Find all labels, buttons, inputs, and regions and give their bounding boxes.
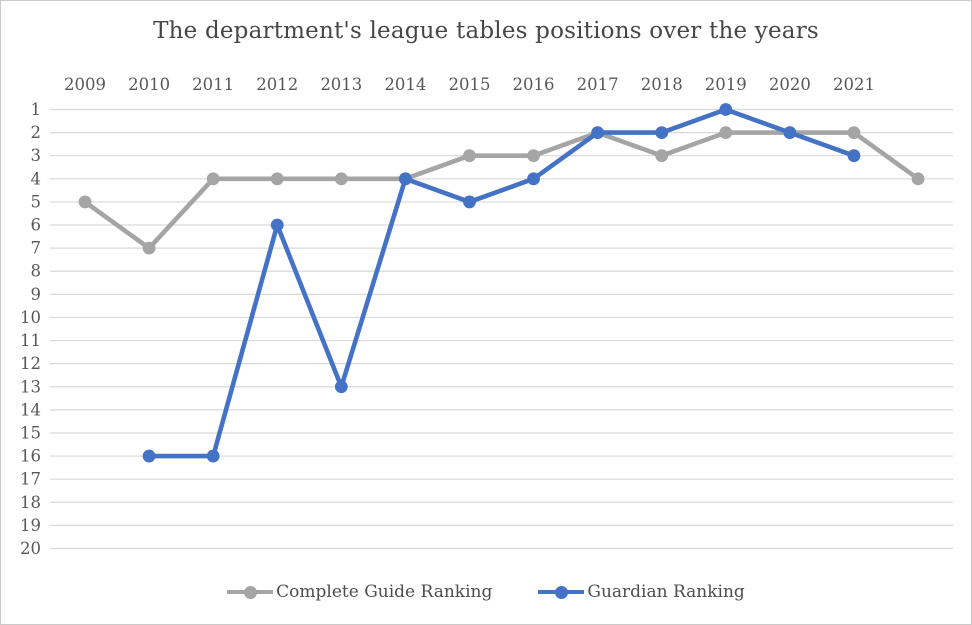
y-axis-tick-label: 3 bbox=[31, 146, 42, 165]
x-axis-tick-label: 2013 bbox=[320, 75, 362, 94]
data-point-marker-guardian-ranking bbox=[142, 449, 156, 463]
data-point-marker-complete-guide-ranking bbox=[142, 241, 156, 255]
legend-dot-swatch bbox=[243, 585, 257, 599]
data-point-marker-guardian-ranking bbox=[206, 449, 220, 463]
legend-label-guardian-ranking: Guardian Ranking bbox=[587, 582, 745, 602]
data-point-marker-guardian-ranking bbox=[399, 172, 412, 186]
y-axis-tick-label: 2 bbox=[31, 123, 42, 142]
data-point-marker-complete-guide-ranking bbox=[527, 149, 540, 163]
y-axis-tick-label: 17 bbox=[20, 470, 41, 489]
x-axis-tick-label: 2010 bbox=[128, 75, 170, 94]
x-axis-tick-label: 2019 bbox=[705, 75, 747, 94]
legend-label-complete-guide-ranking: Complete Guide Ranking bbox=[276, 582, 493, 602]
data-point-marker-complete-guide-ranking bbox=[206, 172, 220, 186]
y-axis-tick-label: 9 bbox=[31, 285, 42, 304]
legend: Complete Guide Ranking Guardian Ranking bbox=[1, 582, 971, 602]
data-point-marker-guardian-ranking bbox=[591, 126, 605, 140]
data-point-marker-guardian-ranking bbox=[270, 218, 284, 232]
y-axis-tick-label: 13 bbox=[20, 377, 41, 396]
y-axis-tick-label: 7 bbox=[31, 239, 42, 258]
x-axis-tick-label: 2012 bbox=[256, 75, 298, 94]
x-axis-tick-label: 2015 bbox=[448, 75, 490, 94]
y-axis-tick-label: 15 bbox=[20, 423, 41, 442]
x-axis-tick-label: 2014 bbox=[384, 75, 426, 94]
data-point-marker-guardian-ranking bbox=[847, 149, 861, 163]
y-axis-tick-label: 20 bbox=[20, 539, 41, 558]
data-point-marker-guardian-ranking bbox=[783, 126, 797, 140]
chart-title: The department's league tables positions… bbox=[153, 18, 819, 44]
x-axis-tick-label: 2016 bbox=[513, 75, 555, 94]
y-axis-tick-label: 11 bbox=[20, 331, 41, 350]
y-axis-tick-label: 16 bbox=[20, 447, 41, 466]
data-point-marker-complete-guide-ranking bbox=[847, 126, 861, 140]
data-point-marker-complete-guide-ranking bbox=[655, 149, 669, 163]
y-axis-tick-label: 12 bbox=[20, 354, 41, 373]
data-point-marker-complete-guide-ranking bbox=[463, 149, 476, 163]
data-point-marker-guardian-ranking bbox=[655, 126, 669, 140]
data-point-marker-complete-guide-ranking bbox=[270, 172, 284, 186]
x-axis-tick-label: 2011 bbox=[192, 75, 234, 94]
y-axis-tick-label: 5 bbox=[31, 192, 42, 211]
legend-dot-swatch bbox=[554, 585, 568, 599]
data-point-marker-guardian-ranking bbox=[334, 380, 348, 394]
y-axis-tick-label: 4 bbox=[31, 169, 42, 188]
line-marker-icon bbox=[227, 585, 274, 599]
legend-item-guardian-ranking: Guardian Ranking bbox=[538, 582, 745, 602]
series-line-guardian-ranking bbox=[146, 107, 857, 459]
data-point-marker-complete-guide-ranking bbox=[334, 172, 348, 186]
y-axis-tick-label: 14 bbox=[20, 400, 41, 419]
data-point-marker-guardian-ranking bbox=[463, 195, 476, 209]
data-point-marker-complete-guide-ranking bbox=[719, 126, 733, 140]
series-line-complete-guide-ranking bbox=[82, 130, 921, 251]
y-axis-tick-label: 8 bbox=[31, 262, 42, 281]
y-axis-tick-label: 10 bbox=[20, 308, 41, 327]
y-axis-tick-label: 18 bbox=[20, 493, 41, 512]
x-axis-tick-label: 2020 bbox=[769, 75, 811, 94]
data-point-marker-complete-guide-ranking bbox=[911, 172, 925, 186]
line-marker-icon bbox=[538, 585, 585, 599]
x-axis-tick-label: 2009 bbox=[64, 75, 106, 94]
data-point-marker-complete-guide-ranking bbox=[78, 195, 92, 209]
data-point-marker-guardian-ranking bbox=[719, 103, 733, 116]
legend-item-complete-guide-ranking: Complete Guide Ranking bbox=[227, 582, 492, 602]
y-axis-tick-label: 19 bbox=[20, 516, 41, 535]
data-point-marker-guardian-ranking bbox=[527, 172, 540, 186]
y-axis-tick-label: 1 bbox=[31, 100, 42, 119]
x-axis-tick-label: 2021 bbox=[833, 75, 875, 94]
x-axis-tick-label: 2018 bbox=[641, 75, 683, 94]
x-axis-tick-label: 2017 bbox=[577, 75, 619, 94]
y-axis-tick-label: 6 bbox=[31, 216, 42, 235]
